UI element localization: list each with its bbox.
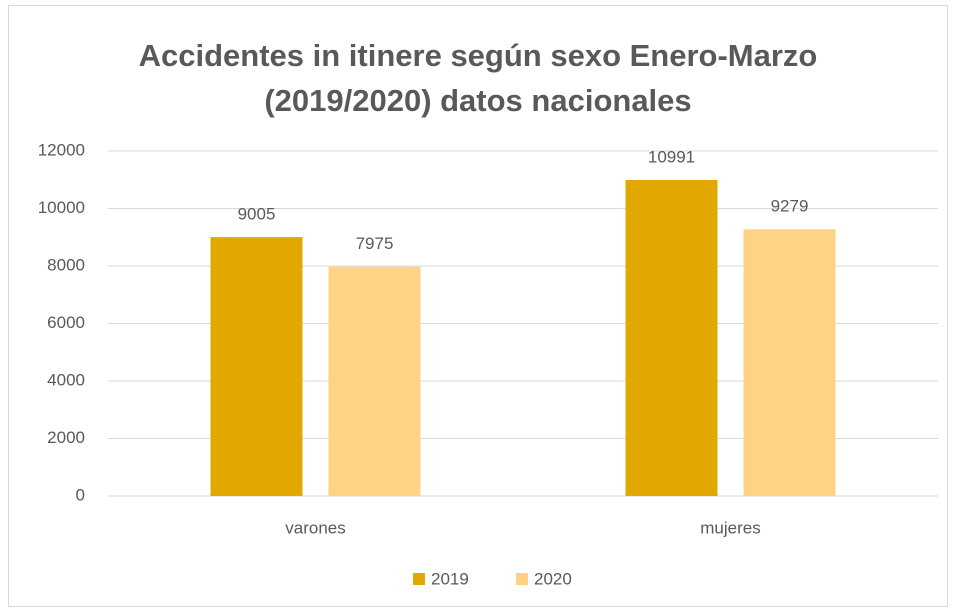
y-tick-label: 6000 (47, 313, 85, 332)
legend-label: 2019 (431, 569, 469, 588)
y-tick-label: 2000 (47, 428, 85, 447)
legend-swatch (413, 573, 425, 585)
data-label: 9005 (238, 205, 276, 224)
bar (743, 229, 836, 496)
legend-swatch (516, 573, 528, 585)
y-tick-label: 12000 (38, 140, 85, 159)
bar (625, 180, 718, 497)
y-tick-label: 10000 (38, 198, 85, 217)
y-tick-label: 4000 (47, 370, 85, 389)
x-tick-label: mujeres (700, 518, 760, 537)
data-label: 10991 (648, 147, 695, 166)
chart-title: Accidentes in itinere según sexo Enero-M… (139, 38, 818, 73)
bar (210, 237, 303, 496)
legend-label: 2020 (534, 569, 572, 588)
y-tick-label: 8000 (47, 255, 85, 274)
x-tick-label: varones (285, 518, 345, 537)
data-label: 7975 (356, 234, 394, 253)
bar (328, 266, 421, 496)
y-tick-label: 0 (76, 485, 85, 504)
data-label: 9279 (771, 197, 809, 216)
chart-title: (2019/2020) datos nacionales (264, 83, 691, 118)
